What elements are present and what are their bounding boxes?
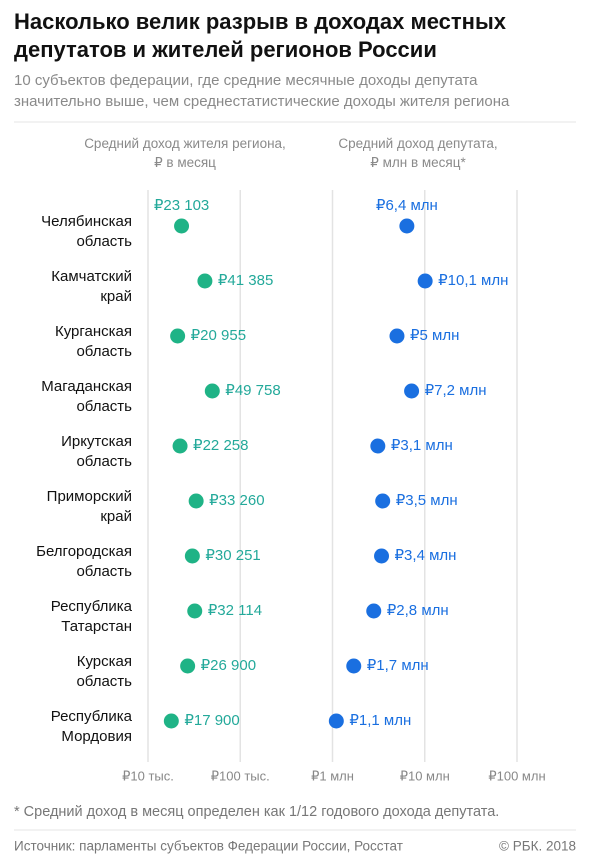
value-label: ₽3,4 млн — [395, 547, 457, 564]
x-tick-label: ₽100 тыс. — [211, 768, 270, 783]
value-label: ₽49 758 — [225, 382, 280, 399]
dot — [187, 603, 203, 619]
value-label: ₽26 900 — [201, 657, 256, 674]
x-tick-label: ₽1 млн — [311, 768, 354, 783]
value-label: ₽17 900 — [184, 712, 239, 729]
footnote: * Средний доход в месяц определен как 1/… — [14, 804, 499, 820]
category-label: Курганская область — [54, 323, 132, 360]
dot — [366, 603, 382, 619]
dot — [170, 328, 186, 344]
value-label: ₽1,1 млн — [349, 712, 411, 729]
dot — [204, 383, 220, 399]
dot — [197, 273, 213, 289]
dot — [399, 218, 415, 234]
x-tick-label: ₽10 тыс. — [122, 768, 174, 783]
dot — [375, 493, 391, 509]
category-label: Приморский край — [46, 488, 132, 525]
value-label: ₽20 955 — [191, 327, 246, 344]
category-label: Иркутская область — [61, 433, 132, 470]
x-tick-label: ₽100 млн — [488, 768, 545, 783]
dot — [374, 548, 390, 564]
source: Источник: парламенты субъектов Федерации… — [14, 839, 403, 854]
value-label: ₽41 385 — [218, 272, 273, 289]
dot — [180, 658, 196, 674]
dot — [370, 438, 386, 454]
dot — [163, 713, 179, 729]
dot — [404, 383, 420, 399]
value-label: ₽33 260 — [209, 492, 264, 509]
value-label: ₽30 251 — [205, 547, 260, 564]
value-label: ₽32 114 — [208, 602, 262, 619]
chart-subtitle: 10 субъектов федерации, где средние меся… — [14, 72, 510, 110]
dot — [389, 328, 405, 344]
value-label: ₽3,5 млн — [396, 492, 458, 509]
series-header: Средний доход депутата, ₽ млн в месяц* — [338, 136, 498, 170]
category-label: Республика Татарстан — [50, 598, 132, 635]
value-label: ₽10,1 млн — [438, 272, 508, 289]
value-label: ₽22 258 — [193, 437, 248, 454]
category-label: Магаданская область — [41, 378, 132, 415]
category-label: Челябинская область — [41, 213, 132, 250]
category-label: Камчатский край — [51, 268, 132, 305]
value-label: ₽2,8 млн — [387, 602, 449, 619]
category-label: Республика Мордовия — [50, 708, 132, 745]
value-label: ₽1,7 млн — [367, 657, 429, 674]
dot — [184, 548, 200, 564]
value-label: ₽23 103 — [154, 197, 209, 214]
value-label: ₽7,2 млн — [425, 382, 487, 399]
x-tick-label: ₽10 млн — [400, 768, 450, 783]
category-label: Курская область — [76, 653, 132, 690]
series-header: Средний доход жителя региона, ₽ в месяц — [84, 136, 286, 170]
dot — [188, 493, 204, 509]
dot — [328, 713, 344, 729]
dot — [417, 273, 433, 289]
dot — [174, 218, 190, 234]
category-label: Белгородская область — [36, 543, 132, 580]
dot — [172, 438, 188, 454]
chart-title: Насколько велик разрыв в доходах местных… — [14, 9, 506, 62]
dot — [346, 658, 362, 674]
value-label: ₽3,1 млн — [391, 437, 453, 454]
copyright: © РБК. 2018 — [499, 839, 576, 854]
value-label: ₽6,4 млн — [376, 197, 438, 214]
value-label: ₽5 млн — [410, 327, 459, 344]
